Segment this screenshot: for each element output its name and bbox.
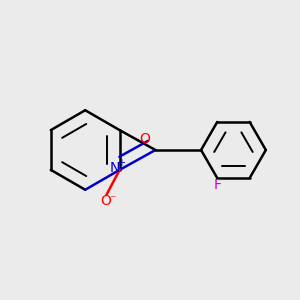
Text: +: +	[117, 158, 125, 168]
Text: O: O	[100, 194, 111, 208]
Text: F: F	[214, 178, 222, 192]
Text: ⁻: ⁻	[109, 193, 116, 206]
Text: N: N	[109, 161, 119, 176]
Text: O: O	[139, 132, 150, 146]
